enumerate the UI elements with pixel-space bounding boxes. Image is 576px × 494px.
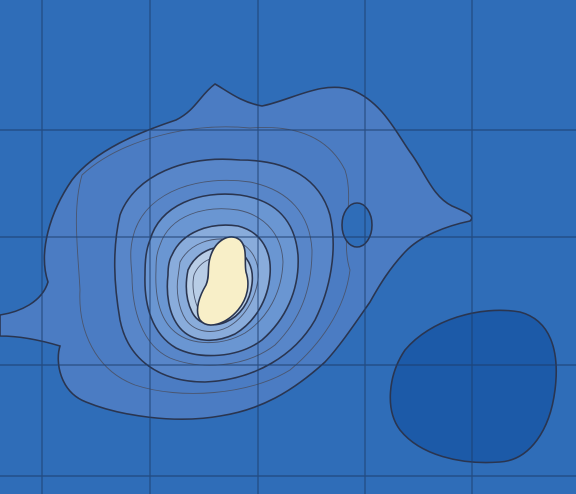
contour-line [75,126,351,394]
contour-line [155,208,284,343]
contour-basin [389,309,558,464]
contour-hole [341,202,373,248]
contour-peak [196,236,249,326]
contour-line [130,179,313,366]
